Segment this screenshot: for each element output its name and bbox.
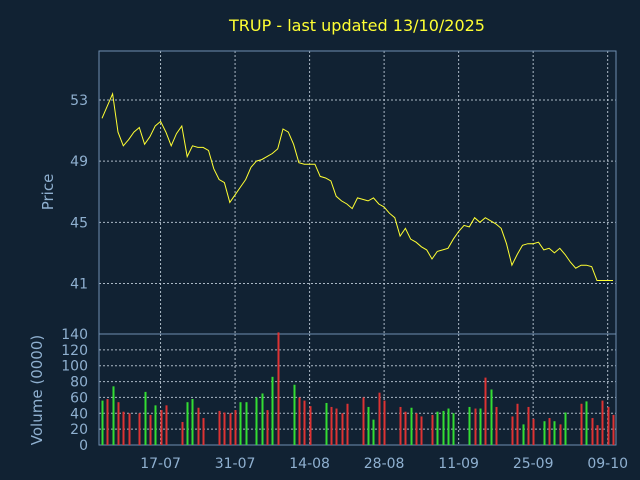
- volume-tick-label: 20: [70, 422, 88, 438]
- volume-grid: [99, 334, 616, 445]
- volume-tick-label: 0: [79, 438, 88, 454]
- price-tick-label: 45: [70, 215, 88, 231]
- volume-tick-label: 120: [61, 343, 88, 359]
- volume-axis-label: Volume (0000): [28, 335, 46, 445]
- x-tick-label: 14-08: [289, 456, 330, 472]
- price-tick-label: 41: [70, 277, 88, 293]
- x-tick-label: 28-08: [364, 456, 405, 472]
- price-tick-label: 53: [70, 93, 88, 109]
- x-tick-label: 17-07: [140, 456, 181, 472]
- price-axis-label: Price: [39, 174, 57, 211]
- price-plot-frame: [98, 50, 617, 335]
- x-tick-label: 09-10: [587, 456, 628, 472]
- price-panel: 41 45 49 53 Price: [39, 50, 617, 335]
- x-tick-label: 11-09: [438, 456, 479, 472]
- volume-tick-label: 100: [61, 359, 88, 375]
- x-tick-label: 25-09: [513, 456, 554, 472]
- price-y-ticks: 41 45 49 53: [70, 93, 88, 293]
- volume-plot-frame: [98, 333, 617, 446]
- price-grid: [99, 51, 616, 334]
- x-tick-label: 31-07: [215, 456, 256, 472]
- volume-tick-label: 140: [61, 327, 88, 343]
- volume-bars: [101, 332, 615, 445]
- price-line: [101, 91, 613, 281]
- x-axis-ticks: 17-07 31-07 14-08 28-08 11-09 25-09 09-10: [140, 456, 628, 472]
- volume-tick-label: 80: [70, 375, 88, 391]
- price-tick-label: 49: [70, 154, 88, 170]
- chart-title: TRUP - last updated 13/10/2025: [228, 16, 485, 35]
- volume-tick-label: 40: [70, 406, 88, 422]
- volume-tick-label: 60: [70, 390, 88, 406]
